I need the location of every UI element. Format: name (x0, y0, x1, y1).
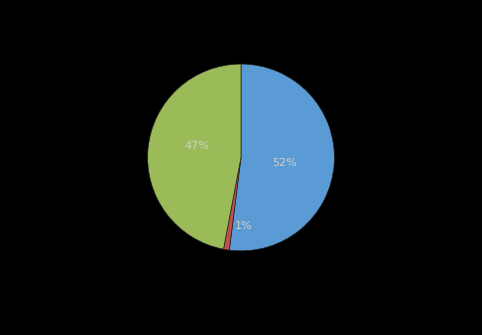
Text: 47%: 47% (185, 141, 210, 151)
Wedge shape (229, 64, 335, 251)
Wedge shape (147, 64, 241, 249)
Text: 52%: 52% (273, 158, 297, 168)
Text: 1%: 1% (234, 220, 252, 230)
Wedge shape (224, 157, 241, 250)
